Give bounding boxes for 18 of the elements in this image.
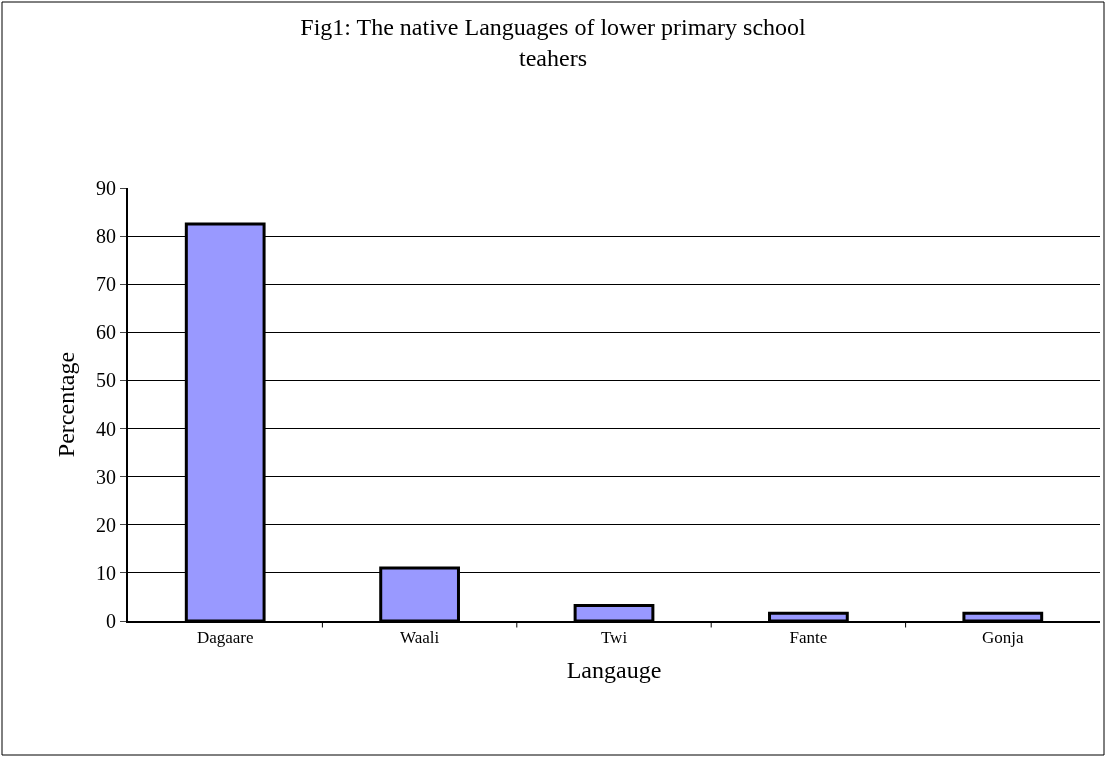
y-tick-label: 30: [96, 465, 116, 488]
x-tick-label: Dagaare: [196, 628, 254, 648]
x-tick-label: Waali: [399, 628, 440, 648]
chart-title: Fig1: The native Languages of lower primary school teahers: [300, 14, 807, 72]
x-tick-label: Fante: [789, 628, 828, 648]
x-tick-label: Twi: [600, 628, 628, 648]
y-tick-label: 0: [106, 610, 116, 632]
y-tick-label: 90: [96, 177, 116, 199]
y-tick-label: 40: [96, 417, 116, 440]
y-tick-label: 50: [96, 369, 116, 392]
x-tick-label: Gonja: [982, 628, 1025, 648]
y-tick-label: 70: [96, 273, 116, 296]
y-tick-label: 80: [96, 225, 116, 248]
y-axis-title: Percentage: [52, 351, 79, 458]
y-tick-label: 10: [96, 561, 116, 584]
y-tick-label: 20: [96, 513, 116, 536]
y-tick-label: 60: [96, 321, 116, 344]
x-axis-title: Langauge: [566, 657, 662, 684]
